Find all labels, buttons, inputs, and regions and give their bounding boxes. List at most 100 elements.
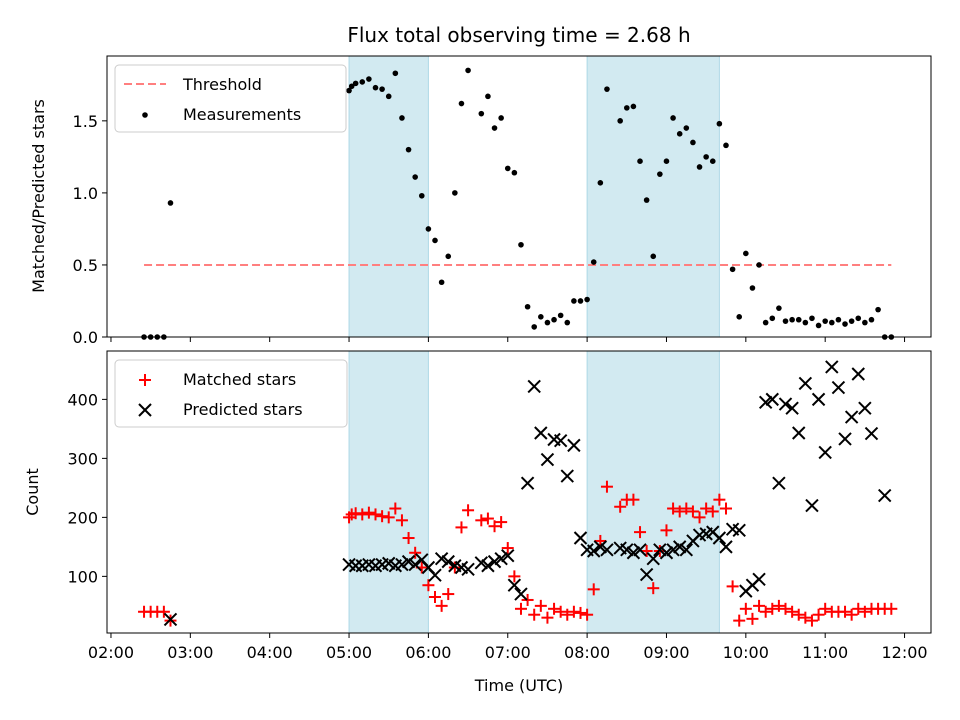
predicted-star-point — [864, 426, 879, 441]
matched-star-point — [528, 608, 541, 621]
measurement-point — [412, 174, 418, 180]
matched-star-point — [587, 583, 600, 596]
measurement-point — [756, 262, 762, 268]
predicted-star-point — [494, 551, 508, 566]
matched-star-point — [481, 512, 494, 525]
predicted-star-point — [851, 367, 865, 381]
measurement-point — [511, 169, 518, 176]
x-tick-label: 02:00 — [88, 643, 134, 662]
measurement-point — [577, 298, 584, 304]
matched-star-point — [554, 605, 567, 618]
count-legend-box — [114, 359, 348, 428]
x-tick-label: 08:00 — [564, 643, 610, 662]
measurement-point — [557, 312, 564, 319]
predicted-star-point — [831, 380, 846, 395]
predicted-star-point — [527, 379, 541, 394]
y-tick-label: 300 — [67, 449, 98, 468]
matched-legend-marker — [139, 374, 151, 386]
predicted-star-point — [712, 531, 727, 545]
matched-star-point — [759, 605, 772, 618]
predicted-star-point — [540, 452, 555, 467]
measurement-point — [458, 100, 465, 107]
predicted-star-point — [878, 488, 892, 503]
predicted-star-point — [593, 540, 608, 554]
measurement-point — [617, 118, 623, 124]
matched-star-point — [422, 579, 435, 592]
measurement-point — [346, 87, 352, 94]
measurement-point — [504, 165, 511, 172]
y-tick-label: 0.5 — [73, 256, 98, 275]
measurement-point — [776, 305, 782, 311]
matched-star-point — [858, 605, 871, 618]
predicted-star-point — [679, 543, 694, 557]
predicted-star-point — [825, 360, 839, 374]
measurement-point — [842, 321, 848, 327]
matched-star-point — [541, 611, 554, 624]
measurements-legend-label: Measurements — [183, 105, 301, 124]
y-tick-label: 1.5 — [73, 112, 98, 131]
matched-star-point — [501, 542, 514, 555]
predicted-star-point — [401, 554, 416, 569]
shaded-interval — [586, 55, 720, 338]
matched-star-point — [693, 511, 706, 524]
matched-star-point — [356, 508, 369, 521]
x-tick-label: 09:00 — [643, 643, 689, 662]
predicted-star-point — [461, 562, 475, 576]
measurement-point — [643, 197, 650, 203]
measurement-point — [385, 93, 392, 100]
predicted-star-point — [758, 395, 773, 410]
count-series — [138, 360, 898, 627]
ratio-y-axis-label: Matched/Predicted stars — [29, 99, 48, 293]
predicted-star-point — [785, 401, 799, 415]
measurement-point — [835, 316, 842, 323]
predicted-star-point — [587, 544, 601, 558]
measurement-point — [795, 316, 802, 323]
matched-star-point — [435, 599, 448, 612]
measurement-point — [564, 319, 571, 326]
matched-star-point — [839, 605, 852, 618]
predicted-star-point — [732, 523, 746, 538]
count-plot-frame — [106, 350, 932, 634]
ratio-legend-box — [114, 64, 347, 133]
measurement-point — [485, 93, 491, 100]
matched-star-point — [766, 602, 779, 615]
measurement-point — [452, 190, 458, 196]
measurement-point — [352, 80, 359, 87]
matched-star-point — [753, 599, 766, 612]
matched-star-point — [852, 602, 865, 615]
measurement-point — [518, 241, 524, 248]
matched-star-point — [792, 608, 805, 621]
measurement-point — [623, 105, 630, 111]
measurement-point — [663, 158, 670, 164]
matched-star-point — [475, 514, 488, 527]
measurement-point — [584, 296, 590, 303]
matched-star-point — [574, 606, 587, 619]
measurement-point — [809, 315, 815, 322]
measurement-point — [815, 322, 822, 329]
measurement-point — [524, 303, 531, 310]
predicted-star-point — [514, 587, 528, 601]
matched-star-point — [634, 526, 647, 539]
measurement-point — [743, 250, 749, 257]
measurement-point — [875, 306, 881, 313]
matched-star-point — [508, 570, 521, 583]
y-tick-label: 1.0 — [73, 184, 98, 203]
matched-star-point — [600, 480, 613, 493]
shaded-intervals — [348, 350, 720, 634]
matched-star-point — [799, 611, 812, 624]
matched-star-point — [534, 599, 547, 612]
matched-star-point — [686, 505, 699, 518]
measurement-point — [762, 319, 769, 326]
predicted-star-point — [719, 540, 733, 554]
matched-star-point — [885, 602, 898, 615]
count-legend: Matched stars Predicted stars — [114, 359, 348, 428]
measurement-point — [848, 318, 855, 324]
matched-star-point — [627, 493, 640, 506]
measurement-point — [478, 110, 485, 117]
measurement-point — [789, 316, 795, 323]
predicted-star-point — [811, 392, 826, 407]
measurement-point — [709, 158, 716, 164]
predicted-star-point — [573, 531, 588, 545]
predicted-star-point — [600, 543, 614, 557]
matched-star-point — [660, 524, 673, 537]
